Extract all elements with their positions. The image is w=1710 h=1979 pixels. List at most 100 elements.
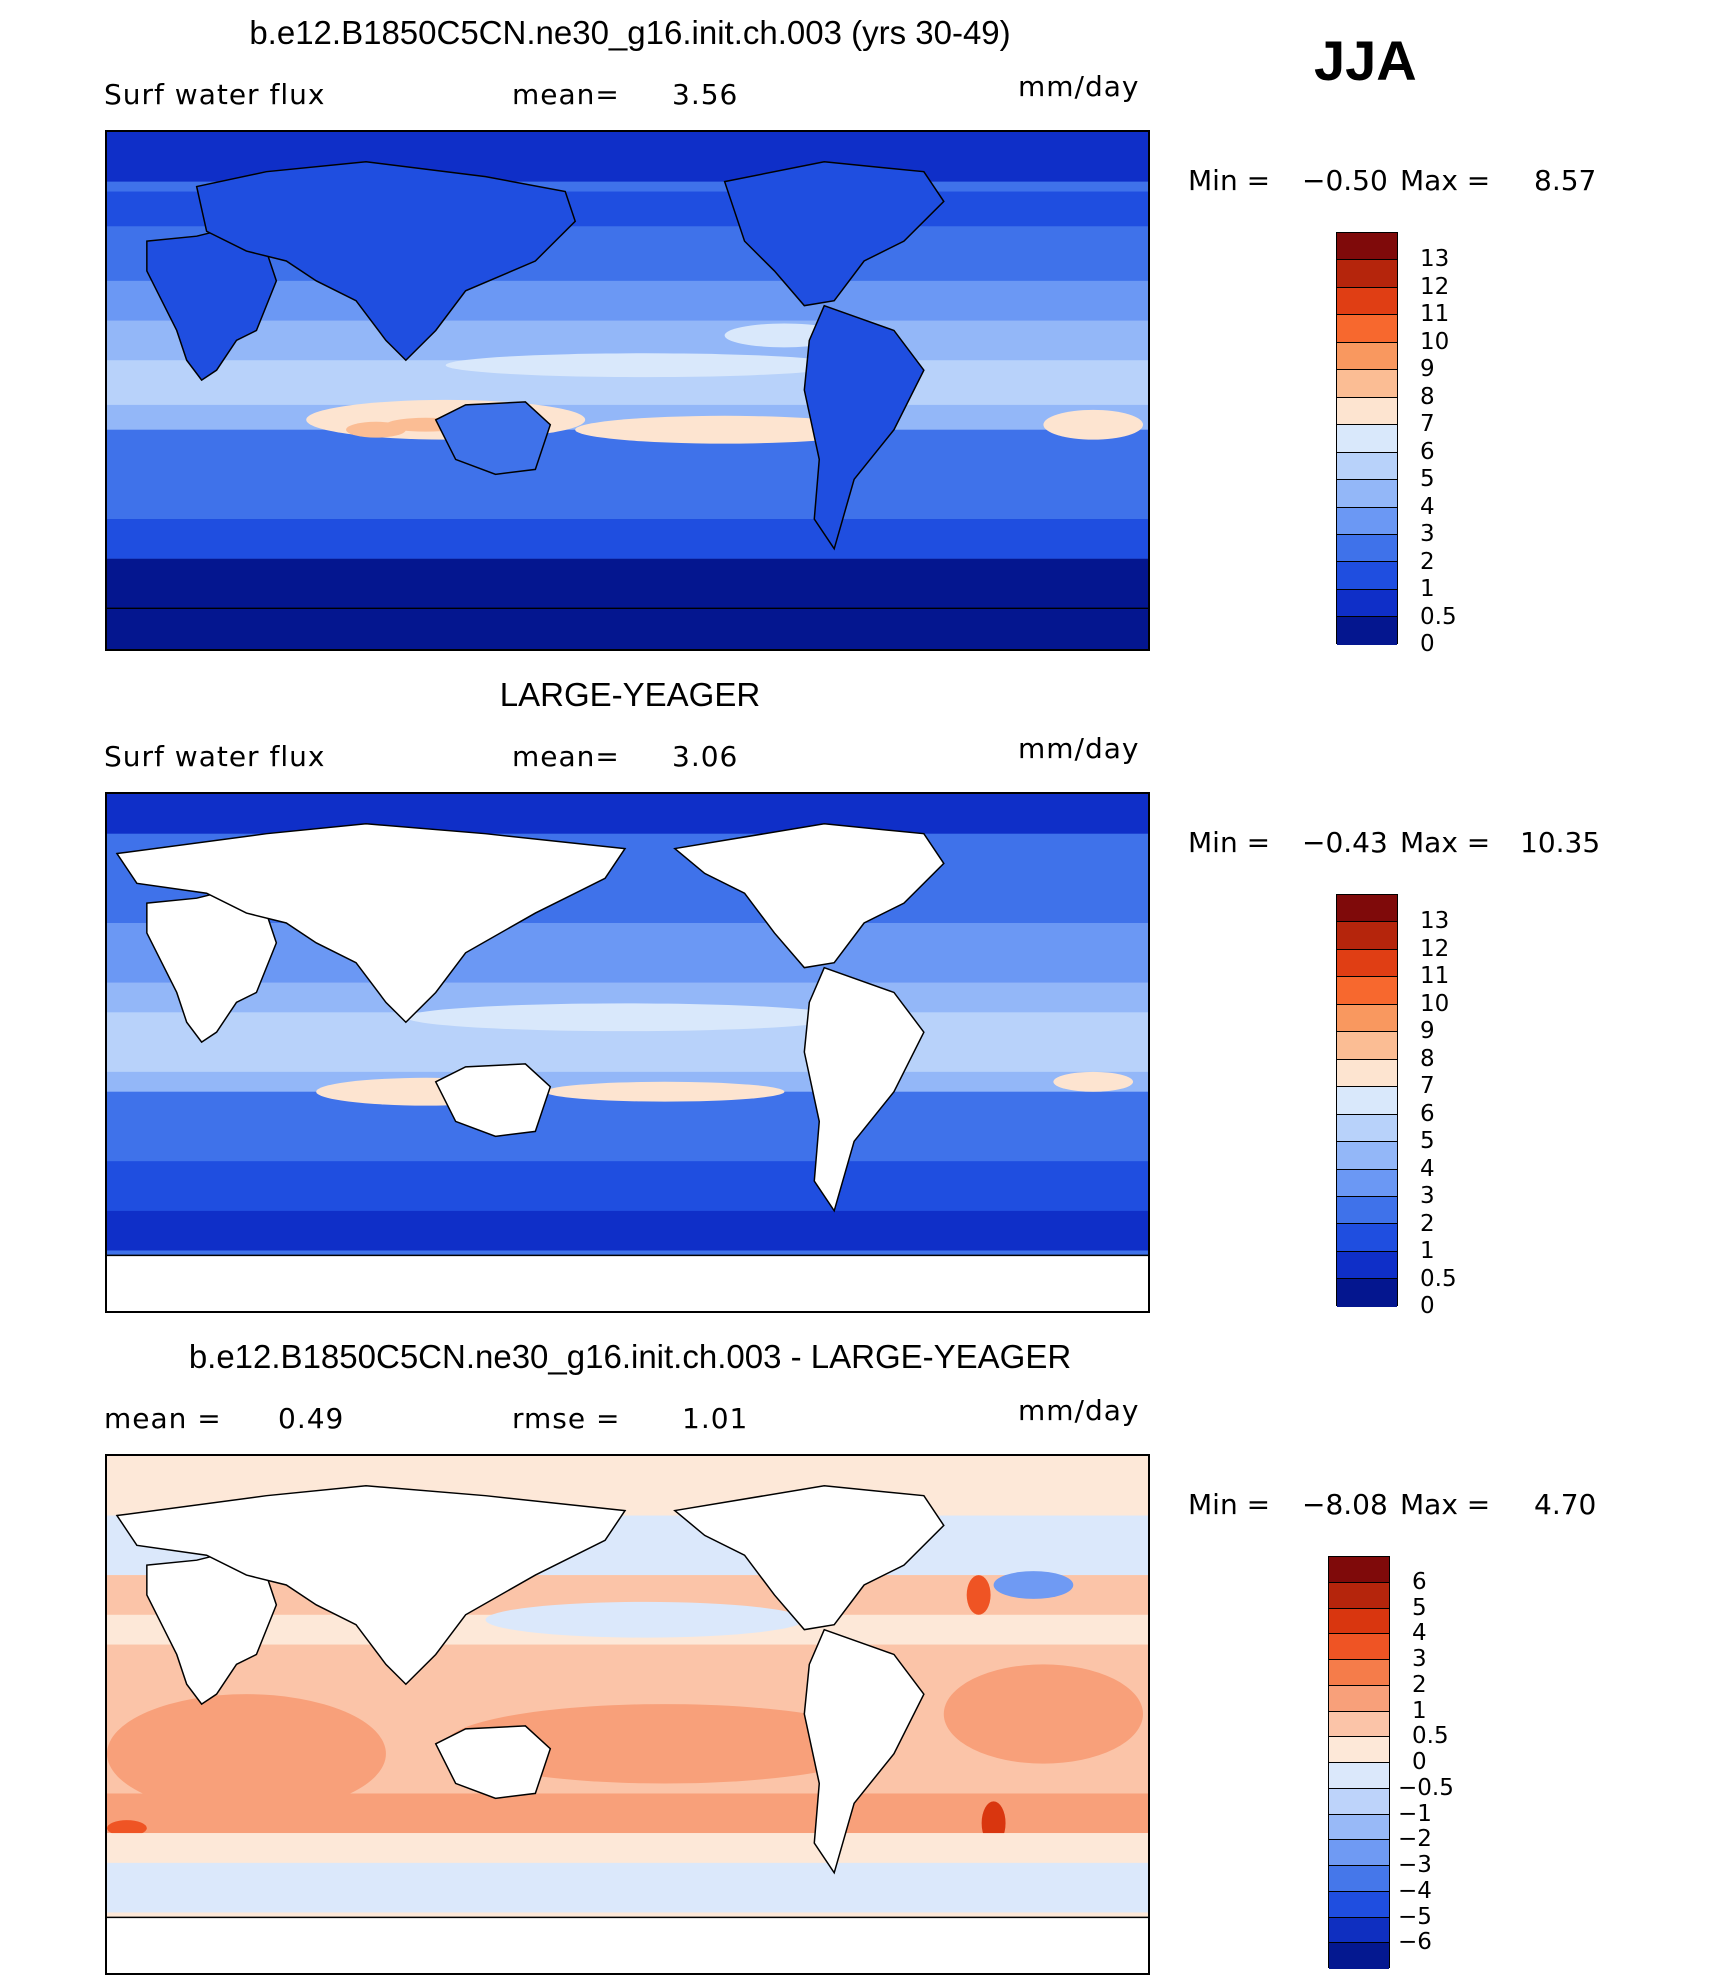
colorbar-swatch xyxy=(1337,1059,1397,1088)
colorbar-swatch xyxy=(1337,452,1397,481)
colorbar-tick-label: 0.5 xyxy=(1412,1723,1449,1750)
panel2-min-label: Min = xyxy=(1188,826,1271,859)
colorbar-tick-label: 0 xyxy=(1420,1293,1435,1319)
colorbar-tick-label: 4 xyxy=(1412,1620,1427,1647)
colorbar-tick-label: 6 xyxy=(1420,438,1435,465)
panel1-map-svg xyxy=(107,132,1148,649)
colorbar-tick-label: 2 xyxy=(1412,1671,1427,1698)
colorbar-tick-label: 0.5 xyxy=(1420,1265,1457,1292)
colorbar-swatch xyxy=(1329,1634,1389,1660)
panel3-min-label: Min = xyxy=(1188,1488,1271,1521)
colorbar-swatch xyxy=(1337,397,1397,426)
panel3-max-label: Max = xyxy=(1400,1488,1491,1521)
panel2-units: mm/day xyxy=(1018,732,1140,765)
colorbar-swatch xyxy=(1337,1087,1397,1115)
colorbar-swatch xyxy=(1337,1224,1397,1252)
panel3-title: b.e12.B1850C5CN.ne30_g16.init.ch.003 - L… xyxy=(188,1338,1072,1375)
colorbar-swatch xyxy=(1329,1737,1389,1763)
colorbar-tick-label: 3 xyxy=(1412,1646,1427,1672)
colorbar-tick-label: 8 xyxy=(1420,1045,1435,1072)
colorbar-tick-label: 4 xyxy=(1420,1155,1435,1182)
colorbar-tick-label: −5 xyxy=(1398,1903,1432,1930)
colorbar-tick-label: 1 xyxy=(1412,1697,1427,1724)
colorbar-swatch xyxy=(1337,233,1397,261)
panel2-colorbar xyxy=(1336,894,1398,1307)
colorbar-swatch xyxy=(1329,1866,1389,1892)
colorbar-tick-label: 8 xyxy=(1420,383,1435,410)
colorbar-swatch xyxy=(1329,1557,1389,1583)
colorbar-tick-label: −4 xyxy=(1398,1877,1432,1904)
colorbar-swatch xyxy=(1337,1169,1397,1197)
panel1-min-value: −0.50 xyxy=(1302,164,1388,197)
panel3-colorbar xyxy=(1328,1556,1390,1969)
colorbar-swatch xyxy=(1329,1763,1389,1789)
colorbar-swatch xyxy=(1337,260,1397,288)
colorbar-swatch xyxy=(1337,1279,1397,1307)
colorbar-tick-label: 10 xyxy=(1420,990,1450,1017)
panel3-mean-value: 0.49 xyxy=(278,1402,345,1435)
colorbar-swatch xyxy=(1337,895,1397,923)
panel3-rmse-value: 1.01 xyxy=(682,1402,749,1435)
colorbar-swatch xyxy=(1329,1891,1389,1918)
panel2-variable-label: Surf water flux xyxy=(104,740,326,773)
colorbar-tick-label: 13 xyxy=(1420,246,1450,273)
panel3-map xyxy=(105,1454,1150,1975)
colorbar-tick-label: 9 xyxy=(1420,356,1435,383)
colorbar-swatch xyxy=(1337,425,1397,453)
colorbar-tick-label: 6 xyxy=(1412,1568,1427,1595)
panel3-max-value: 4.70 xyxy=(1534,1488,1597,1521)
panel2-mean-label: mean= xyxy=(512,740,620,773)
panel2-title: LARGE-YEAGER xyxy=(499,676,761,713)
panel1-variable-label: Surf water flux xyxy=(104,78,326,111)
colorbar-tick-label: −6 xyxy=(1398,1929,1432,1956)
colorbar-tick-label: 6 xyxy=(1420,1100,1435,1127)
colorbar-swatch xyxy=(1337,534,1397,563)
colorbar-swatch xyxy=(1337,1004,1397,1033)
panel3-map-svg xyxy=(107,1456,1148,1973)
colorbar-swatch xyxy=(1337,977,1397,1005)
colorbar-swatch xyxy=(1337,562,1397,590)
colorbar-tick-label: 7 xyxy=(1420,1073,1435,1100)
panel3-min-value: −8.08 xyxy=(1302,1488,1388,1521)
panel1-map xyxy=(105,130,1150,651)
panel1-colorbar xyxy=(1336,232,1398,645)
colorbar-tick-label: 5 xyxy=(1412,1594,1427,1621)
panel1-mean-label: mean= xyxy=(512,78,620,111)
colorbar-tick-label: 12 xyxy=(1420,273,1450,300)
colorbar-swatch xyxy=(1329,1788,1389,1815)
colorbar-swatch xyxy=(1337,287,1397,316)
panel1-min-label: Min = xyxy=(1188,164,1271,197)
colorbar-tick-label: 13 xyxy=(1420,908,1450,935)
colorbar-tick-label: 11 xyxy=(1420,301,1450,328)
colorbar-tick-label: 1 xyxy=(1420,1238,1435,1265)
colorbar-tick-label: 0 xyxy=(1420,631,1435,657)
colorbar-swatch xyxy=(1329,1685,1389,1712)
colorbar-swatch xyxy=(1337,589,1397,618)
panel3-units: mm/day xyxy=(1018,1394,1140,1427)
colorbar-tick-label: 5 xyxy=(1420,1128,1435,1155)
colorbar-swatch xyxy=(1337,1114,1397,1143)
colorbar-swatch xyxy=(1337,370,1397,398)
panel1-title: b.e12.B1850C5CN.ne30_g16.init.ch.003 (yr… xyxy=(249,14,1011,51)
panel2-map xyxy=(105,792,1150,1313)
colorbar-tick-label: 2 xyxy=(1420,1210,1435,1237)
panel2-mean-value: 3.06 xyxy=(672,740,739,773)
panel2-map-svg xyxy=(107,794,1148,1311)
colorbar-tick-label: −0.5 xyxy=(1398,1774,1454,1801)
colorbar-tick-label: 11 xyxy=(1420,963,1450,990)
colorbar-tick-label: 3 xyxy=(1420,521,1435,548)
colorbar-swatch xyxy=(1337,1196,1397,1225)
colorbar-swatch xyxy=(1329,1608,1389,1635)
colorbar-tick-label: 4 xyxy=(1420,493,1435,520)
colorbar-tick-label: 3 xyxy=(1420,1183,1435,1210)
colorbar-swatch xyxy=(1337,617,1397,645)
colorbar-tick-label: 0.5 xyxy=(1420,603,1457,630)
colorbar-tick-label: 10 xyxy=(1420,328,1450,355)
colorbar-swatch xyxy=(1329,1943,1389,1969)
panel1-units: mm/day xyxy=(1018,70,1140,103)
panel1-max-label: Max = xyxy=(1400,164,1491,197)
season-label: JJA xyxy=(1314,29,1417,92)
colorbar-tick-label: 0 xyxy=(1412,1749,1427,1775)
colorbar-swatch xyxy=(1337,1032,1397,1060)
colorbar-swatch xyxy=(1337,480,1397,508)
